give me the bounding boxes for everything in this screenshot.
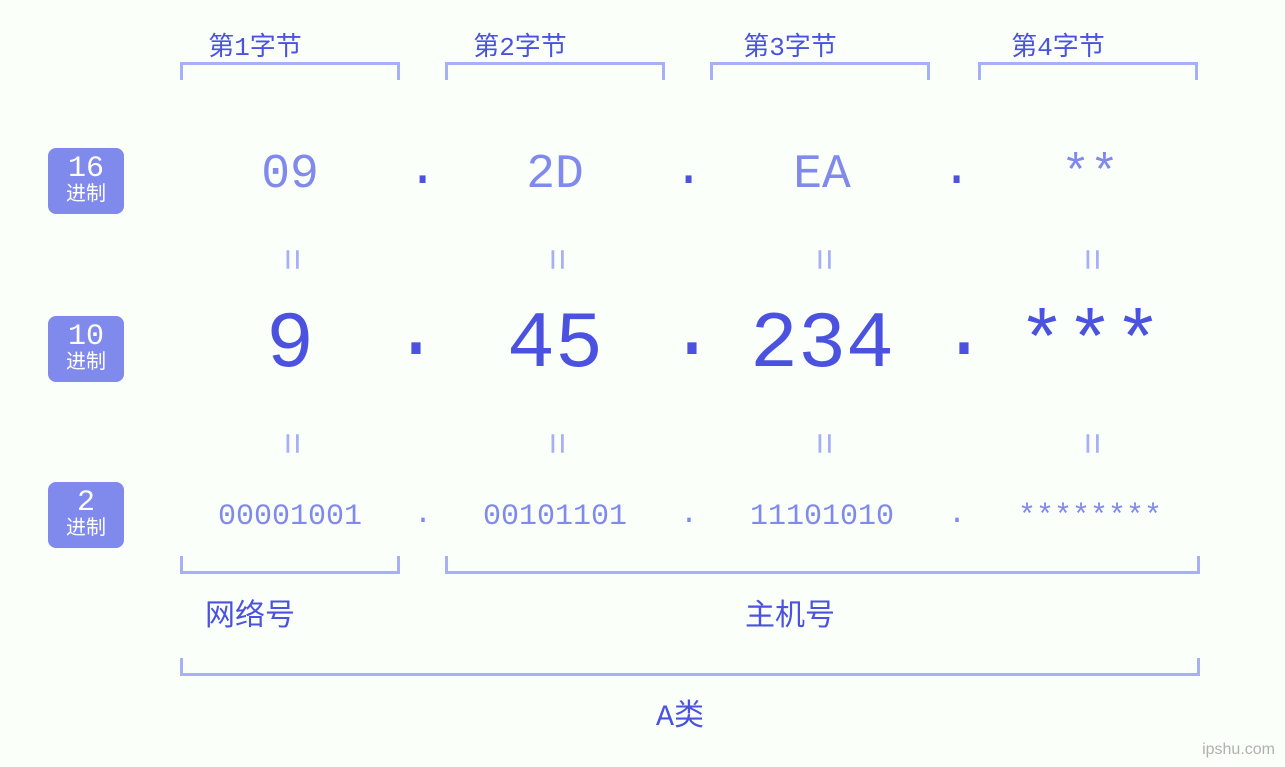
host-bracket [445, 556, 1200, 574]
byte-bracket-4 [978, 62, 1198, 80]
network-bracket [180, 556, 400, 574]
hex-byte-3: EA [722, 148, 922, 202]
radix-badge-bin: 2 进制 [48, 482, 124, 548]
radix-suffix-16: 进制 [58, 186, 114, 206]
radix-num-16: 16 [58, 154, 114, 184]
radix-badge-dec: 10 进制 [48, 316, 124, 382]
byte-header-2: 第2字节 [460, 26, 580, 63]
byte-header-1: 第1字节 [195, 26, 315, 63]
bin-byte-2: 00101101 [435, 500, 675, 534]
equals-1-4: = [1068, 248, 1111, 271]
dec-dot-2: . [668, 288, 716, 379]
byte-header-3: 第3字节 [730, 26, 850, 63]
network-label: 网络号 [190, 590, 310, 635]
bin-dot-3: . [948, 498, 966, 532]
hex-dot-1: . [407, 140, 438, 199]
hex-byte-1: 09 [190, 148, 390, 202]
dec-byte-3: 234 [702, 300, 942, 391]
bin-byte-4: ******** [970, 500, 1210, 534]
ip-diagram: 第1字节 第2字节 第3字节 第4字节 16 进制 10 进制 2 进制 09 … [0, 0, 1285, 767]
hex-dot-2: . [673, 140, 704, 199]
bin-byte-3: 11101010 [702, 500, 942, 534]
radix-badge-hex: 16 进制 [48, 148, 124, 214]
hex-dot-3: . [941, 140, 972, 199]
dec-byte-2: 45 [435, 300, 675, 391]
radix-num-10: 10 [58, 322, 114, 352]
radix-suffix-2: 进制 [58, 520, 114, 540]
equals-2-3: = [800, 432, 843, 455]
equals-1-1: = [268, 248, 311, 271]
byte-header-4: 第4字节 [998, 26, 1118, 63]
byte-bracket-1 [180, 62, 400, 80]
dec-dot-1: . [392, 288, 440, 379]
equals-2-4: = [1068, 432, 1111, 455]
class-bracket [180, 658, 1200, 676]
host-label: 主机号 [730, 590, 850, 635]
dec-byte-4: *** [970, 300, 1210, 391]
dec-byte-1: 9 [170, 300, 410, 391]
byte-bracket-3 [710, 62, 930, 80]
byte-bracket-2 [445, 62, 665, 80]
bin-dot-2: . [680, 498, 698, 532]
radix-num-2: 2 [58, 488, 114, 518]
class-label: A类 [630, 690, 730, 735]
equals-1-2: = [533, 248, 576, 271]
radix-suffix-10: 进制 [58, 354, 114, 374]
equals-1-3: = [800, 248, 843, 271]
hex-byte-2: 2D [455, 148, 655, 202]
watermark: ipshu.com [1202, 741, 1275, 759]
equals-2-1: = [268, 432, 311, 455]
dec-dot-3: . [940, 288, 988, 379]
bin-byte-1: 00001001 [170, 500, 410, 534]
bin-dot-1: . [414, 498, 432, 532]
equals-2-2: = [533, 432, 576, 455]
hex-byte-4: ** [990, 148, 1190, 202]
